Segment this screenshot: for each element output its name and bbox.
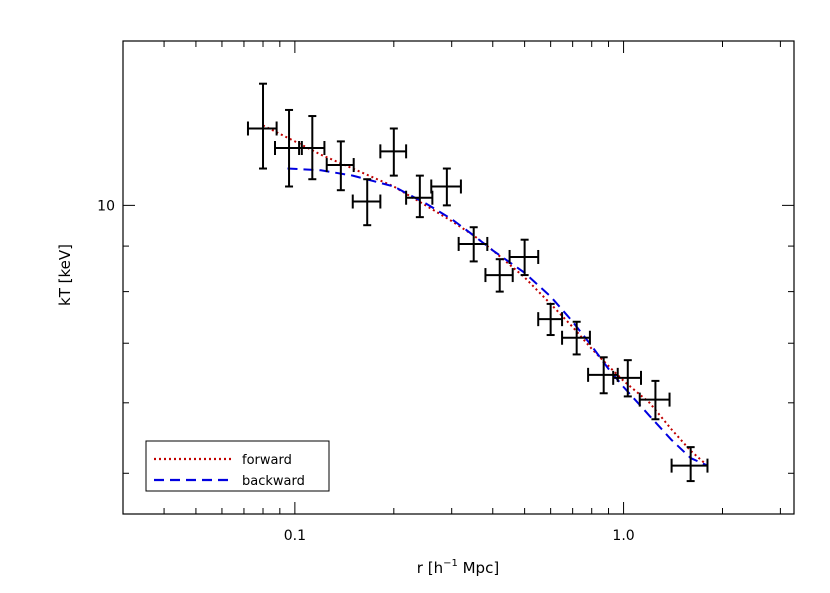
legend-forward-label: forward [242,453,292,468]
data-point [670,446,709,483]
data-point [379,127,408,177]
data-point [457,226,489,263]
data-point [612,359,643,398]
x-axis-label-end: Mpc] [458,559,499,577]
x-tick-label: 0.1 [284,528,306,544]
data-point [484,258,514,293]
data-point [430,167,462,207]
data-point [537,302,564,337]
data-point [273,108,303,188]
data-point [508,238,540,277]
data-point [561,320,591,356]
data-point [351,178,382,227]
plot-frame [122,40,795,515]
data-point [246,82,278,170]
series-line-forward [262,124,709,467]
legend: forward backward [145,440,330,492]
x-axis-label-superscript: −1 [443,558,458,569]
x-axis-label-main: r [h [417,559,443,577]
series-line-backward [287,167,708,467]
x-tick-label: 1.0 [612,528,634,544]
legend-backward-label: backward [242,474,305,489]
series-lines [262,124,709,467]
y-tick-label: 10 [97,198,115,214]
legend-box [145,440,330,492]
data-point [405,174,434,219]
x-axis-label: r [h−1 Mpc] [417,558,499,577]
y-axis-label: kT [keV] [56,244,74,306]
data-point [325,140,355,192]
plot-area [122,40,795,515]
data-point [298,115,326,181]
data-points [246,82,709,483]
axis-ticks [123,41,794,514]
data-point [638,379,671,421]
